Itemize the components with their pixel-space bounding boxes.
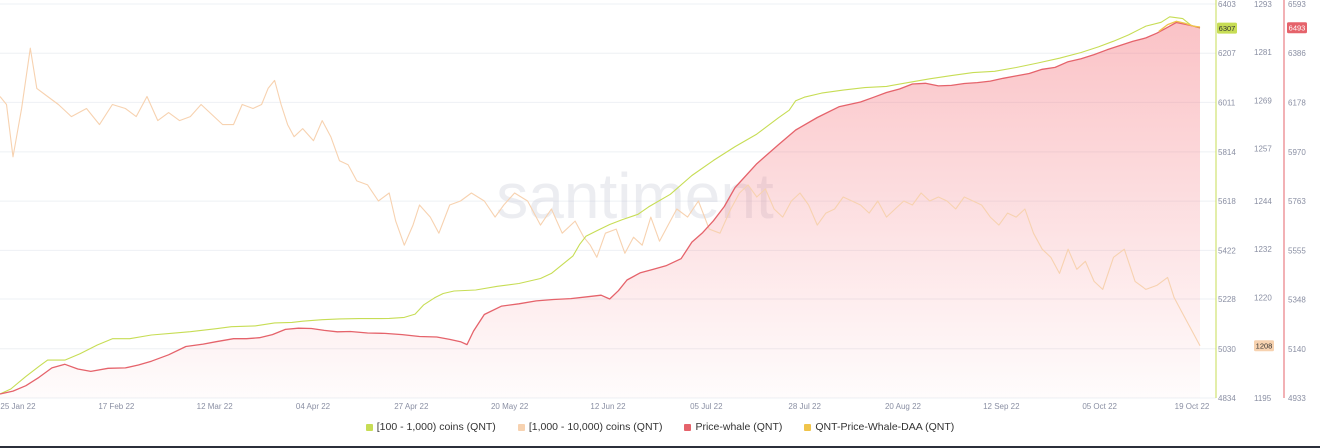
bottom-bar xyxy=(0,446,1320,448)
y-left-tick: 4834 xyxy=(1218,394,1236,403)
y-mid-tick: 1220 xyxy=(1254,293,1272,302)
y-left-tick: 5814 xyxy=(1218,148,1236,157)
badge-100-1000-bg xyxy=(1217,22,1237,34)
y-right-tick: 4933 xyxy=(1288,394,1306,403)
x-tick: 20 Aug 22 xyxy=(885,402,922,411)
price-whale-fill xyxy=(0,22,1200,398)
legend-label: [100 - 1,000) coins (QNT) xyxy=(376,421,496,433)
series-price-whale-daa-line xyxy=(1158,20,1201,32)
legend-label: Price-whale (QNT) xyxy=(695,421,783,433)
x-tick: 05 Oct 22 xyxy=(1082,402,1117,411)
y-right-tick: 5348 xyxy=(1288,296,1306,305)
legend-swatch xyxy=(804,423,812,431)
series-100-1000-line xyxy=(0,16,1201,395)
badge-100-1000-text: 6307 xyxy=(1219,24,1236,33)
legend-item-price-whale[interactable]: Price-whale (QNT) xyxy=(684,421,782,433)
legend-swatch xyxy=(517,423,525,431)
price-whale-area xyxy=(0,22,1200,398)
y-mid-tick: 1269 xyxy=(1254,96,1272,105)
x-tick: 17 Feb 22 xyxy=(98,402,135,411)
x-tick: 12 Sep 22 xyxy=(983,402,1020,411)
y-right-tick: 5140 xyxy=(1288,345,1306,354)
y-left-tick: 6011 xyxy=(1218,98,1236,107)
y-left-tick: 5228 xyxy=(1218,295,1236,304)
badge-price-whale: 6493 xyxy=(1287,22,1307,34)
y-right-tick: 6593 xyxy=(1288,0,1306,9)
y-right-tick: 5970 xyxy=(1288,148,1306,157)
y-mid-tick: 1281 xyxy=(1254,48,1272,57)
y-left-tick: 5422 xyxy=(1218,246,1236,255)
legend-swatch xyxy=(684,423,692,431)
axes xyxy=(1215,0,1285,398)
x-tick: 19 Oct 22 xyxy=(1175,402,1210,411)
badge-1000-10000: 1208 xyxy=(1254,340,1274,352)
badge-1000-10000-bg xyxy=(1254,340,1274,352)
value-badges: 6307 1208 6493 xyxy=(1217,22,1307,352)
x-tick: 04 Apr 22 xyxy=(296,402,331,411)
tick-labels: 6403 6207 6011 5814 5618 5422 5228 5030 4834 1293… xyxy=(0,0,1306,411)
x-tick: 12 Mar 22 xyxy=(197,402,234,411)
y-right-tick: 6386 xyxy=(1288,49,1306,58)
x-tick: 20 May 22 xyxy=(491,402,529,411)
y-mid-tick: 1244 xyxy=(1254,197,1272,206)
legend-label: QNT-Price-Whale-DAA (QNT) xyxy=(815,421,955,433)
x-tick: 12 Jun 22 xyxy=(590,402,626,411)
y-left-tick: 6207 xyxy=(1218,49,1236,58)
legend-item-100-1000[interactable]: [100 - 1,000) coins (QNT) xyxy=(365,421,496,433)
series-price-whale-line xyxy=(0,21,1201,395)
badge-100-1000: 6307 xyxy=(1217,22,1237,34)
y-right-tick: 6178 xyxy=(1288,99,1306,108)
y-left-tick: 6403 xyxy=(1218,0,1236,9)
legend: [100 - 1,000) coins (QNT) [1,000 - 10,00… xyxy=(0,421,1320,433)
series-1000-10000-line xyxy=(0,47,1201,346)
badge-price-whale-bg xyxy=(1287,22,1307,34)
legend-label: [1,000 - 10,000) coins (QNT) xyxy=(528,421,663,433)
x-tick: 25 Jan 22 xyxy=(0,402,36,411)
legend-item-1000-10000[interactable]: [1,000 - 10,000) coins (QNT) xyxy=(517,421,663,433)
y-right-tick: 5763 xyxy=(1288,197,1306,206)
y-mid-tick: 1232 xyxy=(1254,245,1272,254)
x-tick: 27 Apr 22 xyxy=(394,402,429,411)
series-lines xyxy=(0,16,1201,395)
y-mid-tick: 1257 xyxy=(1254,145,1272,154)
x-tick: 05 Jul 22 xyxy=(690,402,723,411)
legend-swatch xyxy=(365,423,373,431)
y-left-tick: 5030 xyxy=(1218,345,1236,354)
y-right-tick: 5555 xyxy=(1288,246,1306,255)
x-tick: 28 Jul 22 xyxy=(788,402,821,411)
badge-1000-10000-text: 1208 xyxy=(1256,342,1273,351)
y-mid-tick: 1195 xyxy=(1254,394,1272,403)
y-left-tick: 5618 xyxy=(1218,197,1236,206)
legend-item-price-whale-daa[interactable]: QNT-Price-Whale-DAA (QNT) xyxy=(804,421,954,433)
badge-price-whale-text: 6493 xyxy=(1289,24,1306,33)
y-mid-tick: 1293 xyxy=(1254,0,1272,9)
